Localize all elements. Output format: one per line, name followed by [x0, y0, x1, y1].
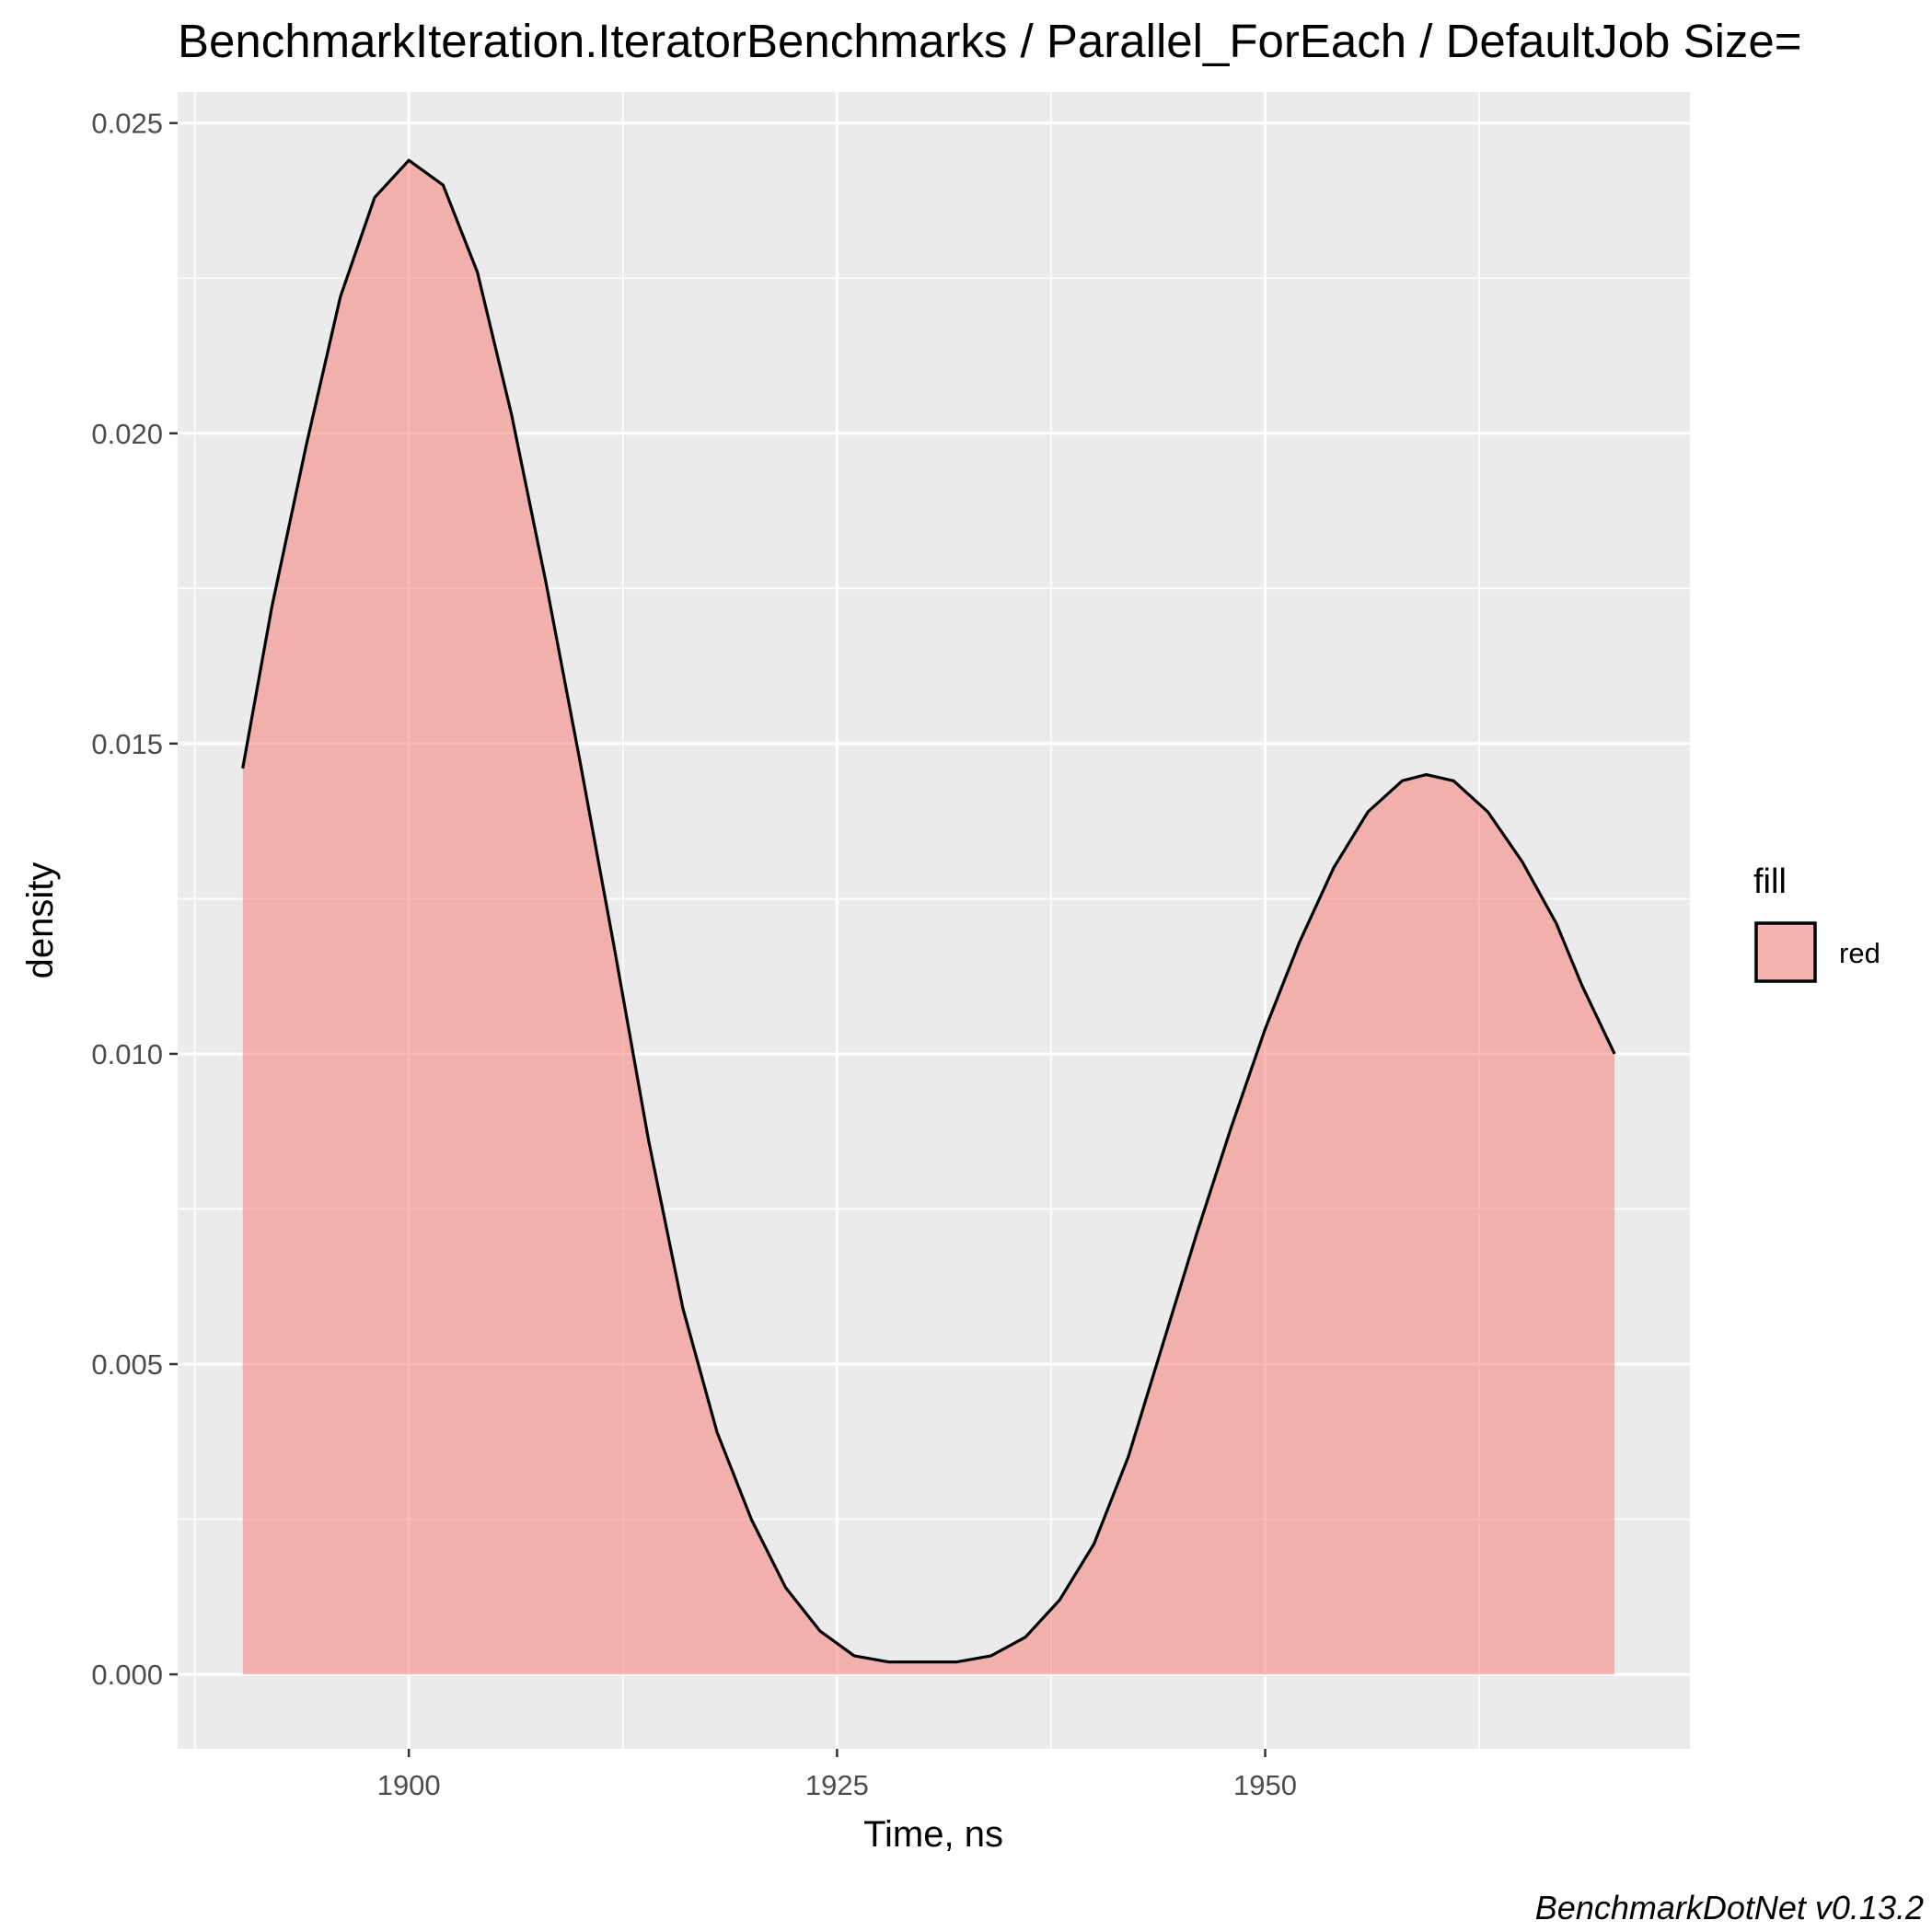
x-tick-label: 1900 — [377, 1769, 441, 1801]
x-axis: 1900 1925 1950 — [377, 1749, 1297, 1801]
density-layer — [241, 158, 1616, 1675]
y-tick-label: 0.020 — [91, 418, 163, 450]
y-tick-label: 0.025 — [91, 108, 163, 140]
legend-key-swatch — [1754, 921, 1817, 983]
y-tick-label: 0.010 — [91, 1038, 163, 1070]
density-line-red — [241, 158, 1616, 1664]
x-tick-label: 1925 — [805, 1769, 869, 1801]
density-area-red — [242, 160, 1615, 1675]
legend-label-red: red — [1839, 937, 1880, 969]
chart-title: BenchmarkIteration.IteratorBenchmarks / … — [178, 15, 1802, 67]
x-axis-title: Time, ns — [863, 1814, 1003, 1855]
y-axis-title: density — [20, 862, 61, 979]
legend: fill red — [1753, 862, 1880, 983]
y-tick-label: 0.015 — [91, 728, 163, 760]
legend-title: fill — [1753, 862, 1787, 901]
y-axis: 0.000 0.005 0.010 0.015 0.020 0.025 — [91, 108, 178, 1691]
x-tick-label: 1950 — [1233, 1769, 1297, 1801]
y-tick-label: 0.005 — [91, 1348, 163, 1381]
caption: BenchmarkDotNet v0.13.2 — [1535, 1889, 1924, 1926]
y-tick-label: 0.000 — [91, 1659, 163, 1691]
